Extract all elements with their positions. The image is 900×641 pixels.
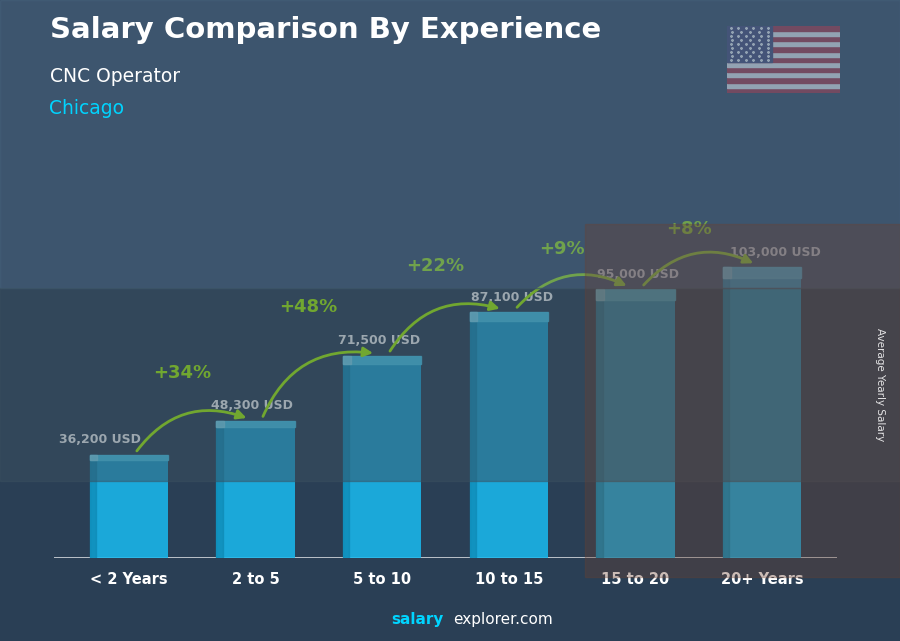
- Bar: [727, 31, 840, 36]
- Bar: [216, 421, 224, 427]
- Bar: [596, 289, 675, 558]
- Bar: [343, 356, 421, 558]
- Text: 36,200 USD: 36,200 USD: [59, 433, 141, 445]
- Bar: [343, 356, 349, 558]
- Bar: [727, 41, 840, 46]
- Bar: [596, 289, 604, 300]
- Text: 71,500 USD: 71,500 USD: [338, 334, 420, 347]
- Bar: [727, 62, 840, 67]
- Bar: [470, 312, 548, 322]
- Bar: [0, 288, 900, 481]
- Bar: [727, 26, 840, 31]
- Bar: [723, 267, 731, 278]
- Bar: [727, 51, 840, 56]
- Bar: [727, 46, 840, 51]
- Bar: [90, 455, 168, 558]
- Bar: [723, 267, 729, 558]
- Bar: [90, 455, 96, 558]
- Bar: [596, 289, 675, 300]
- Bar: [343, 356, 421, 364]
- Bar: [470, 312, 477, 322]
- Text: salary: salary: [392, 612, 444, 627]
- Bar: [90, 455, 168, 460]
- Bar: [343, 356, 351, 364]
- Text: 95,000 USD: 95,000 USD: [598, 269, 680, 281]
- Bar: [727, 83, 840, 88]
- Bar: [727, 72, 840, 78]
- Bar: [216, 421, 295, 558]
- Text: +9%: +9%: [539, 240, 585, 258]
- Bar: [216, 421, 295, 427]
- Bar: [585, 224, 900, 577]
- Bar: [727, 78, 840, 83]
- Bar: [727, 88, 840, 93]
- Text: +34%: +34%: [153, 363, 211, 381]
- Bar: [0, 0, 900, 288]
- Bar: [723, 267, 801, 278]
- Text: +22%: +22%: [406, 257, 464, 275]
- Bar: [723, 267, 801, 558]
- Bar: [470, 312, 476, 558]
- Bar: [727, 26, 772, 62]
- Text: 48,300 USD: 48,300 USD: [212, 399, 293, 412]
- Text: Average Yearly Salary: Average Yearly Salary: [875, 328, 886, 441]
- Bar: [727, 67, 840, 72]
- Bar: [727, 56, 840, 62]
- Text: Salary Comparison By Experience: Salary Comparison By Experience: [50, 16, 601, 44]
- Bar: [596, 289, 602, 558]
- Text: +48%: +48%: [280, 298, 338, 316]
- Text: explorer.com: explorer.com: [453, 612, 553, 627]
- Text: CNC Operator: CNC Operator: [50, 67, 180, 87]
- Text: 87,100 USD: 87,100 USD: [471, 291, 553, 304]
- Bar: [90, 455, 97, 460]
- Bar: [727, 36, 840, 41]
- Text: 103,000 USD: 103,000 USD: [731, 246, 821, 259]
- Text: +8%: +8%: [666, 221, 712, 238]
- Text: Chicago: Chicago: [50, 99, 124, 119]
- Bar: [216, 421, 222, 558]
- Bar: [470, 312, 548, 558]
